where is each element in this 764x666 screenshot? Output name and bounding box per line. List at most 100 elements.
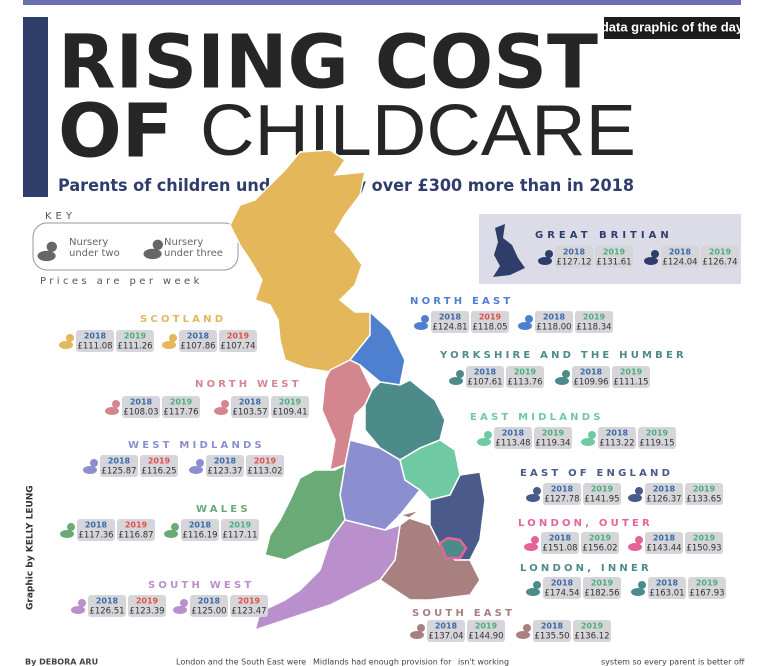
price-pill xyxy=(246,455,284,477)
icon xyxy=(638,581,646,589)
price-pill xyxy=(88,595,126,617)
price-year: 2019 xyxy=(542,429,565,438)
region-name: NORTH EAST xyxy=(410,296,513,307)
icon xyxy=(635,536,643,544)
price-value: £150.93 xyxy=(686,544,721,554)
price-year: 2019 xyxy=(136,597,159,606)
title-word: CHILDCARE xyxy=(200,91,636,171)
price-pill xyxy=(181,519,219,541)
price-value: £118.05 xyxy=(472,323,507,333)
footer-text: By DEBORA ARU xyxy=(25,658,98,666)
title-of: OF xyxy=(58,89,173,175)
price-value: £111.26 xyxy=(117,342,152,352)
price-year: 2018 xyxy=(669,248,692,257)
price-value: £126.37 xyxy=(646,495,681,505)
icon xyxy=(628,494,642,502)
price-value: £135.50 xyxy=(534,632,569,642)
price-pill xyxy=(581,532,619,554)
region-name: WALES xyxy=(196,504,251,515)
price-pill xyxy=(471,311,509,333)
price-pill xyxy=(231,396,269,418)
price-year: 2019 xyxy=(709,248,732,257)
price-year: 2018 xyxy=(653,485,676,494)
price-pill xyxy=(583,577,621,599)
price-year: 2018 xyxy=(541,622,564,631)
price-pill xyxy=(535,311,573,333)
price-value: £127.12 xyxy=(556,258,591,268)
price-pill xyxy=(573,620,611,642)
icon xyxy=(518,322,532,330)
price-pill xyxy=(219,330,257,352)
price-year: 2019 xyxy=(693,534,716,543)
price-year: 2018 xyxy=(551,485,574,494)
price-value: £111.15 xyxy=(613,378,648,388)
price-value: £143.44 xyxy=(646,544,681,554)
price-pill xyxy=(128,595,166,617)
region-name: WEST MIDLANDS xyxy=(128,440,265,451)
price-year: 2019 xyxy=(591,579,614,588)
price-value: £126.74 xyxy=(702,258,737,268)
price-value: £125.87 xyxy=(101,467,136,477)
icon xyxy=(421,315,429,323)
icon xyxy=(67,523,75,531)
price-value: £136.12 xyxy=(574,632,609,642)
price-value: £108.03 xyxy=(123,408,158,418)
price-value: £113.22 xyxy=(599,439,634,449)
region-name: SOUTH EAST xyxy=(412,608,515,619)
price-value: £116.25 xyxy=(141,467,176,477)
price-year: 2018 xyxy=(435,622,458,631)
key-label: Nursery xyxy=(69,237,108,248)
price-year: 2018 xyxy=(189,521,212,530)
price-year: 2019 xyxy=(514,368,537,377)
price-year: 2019 xyxy=(279,398,302,407)
price-pill xyxy=(162,396,200,418)
region-name: LONDON, INNER xyxy=(520,563,652,574)
icon xyxy=(162,341,176,349)
region-name: SOUTH WEST xyxy=(148,580,254,591)
price-pill xyxy=(494,427,532,449)
price-pill xyxy=(645,532,683,554)
top-bar xyxy=(23,0,741,5)
price-value: £124.81 xyxy=(432,323,467,333)
price-pill xyxy=(688,577,726,599)
price-year: 2018 xyxy=(239,398,262,407)
icon xyxy=(189,466,203,474)
price-year: 2019 xyxy=(479,313,502,322)
icon xyxy=(635,487,643,495)
icon xyxy=(60,530,74,538)
price-value: £113.76 xyxy=(507,378,542,388)
price-year: 2019 xyxy=(646,429,669,438)
price-pill xyxy=(467,620,505,642)
icon xyxy=(66,334,74,342)
footer-text: system so every parent is better off xyxy=(601,658,745,666)
price-year: 2018 xyxy=(96,597,119,606)
icon xyxy=(526,494,540,502)
key-title: KEY xyxy=(45,211,76,222)
price-value: £107.74 xyxy=(220,342,255,352)
icon xyxy=(545,250,553,258)
price-pill xyxy=(685,483,723,505)
price-year: 2018 xyxy=(474,368,497,377)
price-year: 2018 xyxy=(187,332,210,341)
price-value: £117.76 xyxy=(163,408,198,418)
icon xyxy=(169,334,177,342)
price-value: £131.61 xyxy=(596,258,631,268)
icon xyxy=(531,536,539,544)
price-year: 2018 xyxy=(85,521,108,530)
icon xyxy=(171,523,179,531)
price-value: £107.86 xyxy=(180,342,215,352)
region-name: EAST OF ENGLAND xyxy=(520,468,673,479)
price-year: 2018 xyxy=(502,429,525,438)
icon xyxy=(562,370,570,378)
price-year: 2018 xyxy=(549,534,572,543)
price-value: £137.04 xyxy=(428,632,463,642)
icon xyxy=(484,431,492,439)
price-value: £111.08 xyxy=(77,342,112,352)
side-bar xyxy=(23,17,48,197)
price-value: £113.48 xyxy=(495,439,530,449)
price-pill xyxy=(122,396,160,418)
price-value: £163.01 xyxy=(649,589,684,599)
price-pill xyxy=(76,330,114,352)
price-pill xyxy=(77,519,115,541)
price-value: £119.15 xyxy=(639,439,674,449)
